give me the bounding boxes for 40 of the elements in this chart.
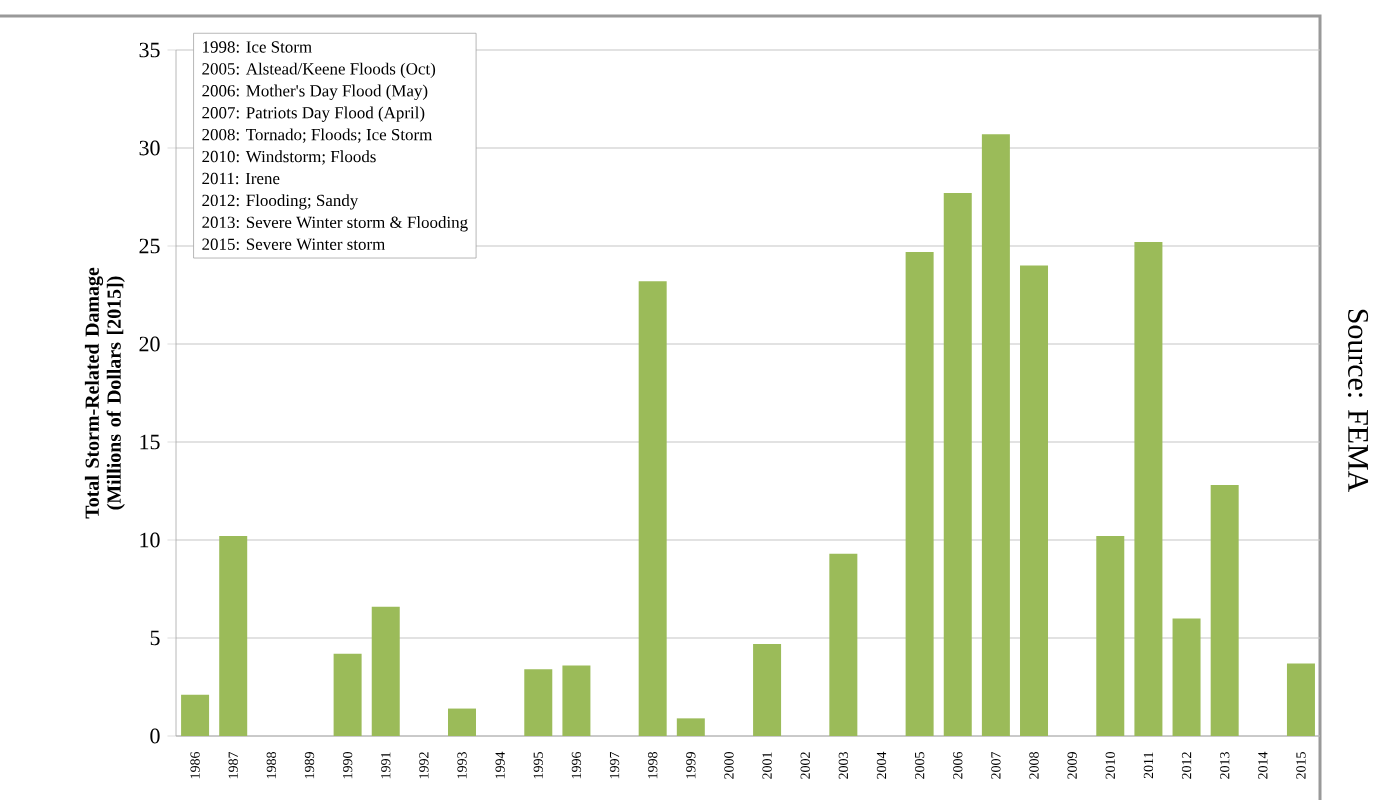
annotation: 2012: Flooding; Sandy xyxy=(202,194,359,210)
annotation: 2008: Tornado; Floods; Ice Storm xyxy=(202,128,433,143)
bar xyxy=(981,134,1010,736)
annotation: 2007: Patriots Day Flood (April) xyxy=(202,106,425,122)
y-tick-label: 15 xyxy=(140,434,160,450)
bar xyxy=(1020,265,1049,736)
bar xyxy=(219,536,248,736)
y-tick-label: 10 xyxy=(140,532,160,548)
annotation: 2005: Alstead/Keene Floods (Oct) xyxy=(202,62,436,79)
bar xyxy=(1172,618,1201,736)
y-tick-label: 20 xyxy=(139,336,160,352)
bar xyxy=(943,193,972,736)
annotation: 2006: Mother's Day Flood (May) xyxy=(202,84,428,100)
source-note: Source: FEMA xyxy=(1347,309,1369,492)
bar xyxy=(1134,242,1163,736)
bar xyxy=(676,718,705,736)
y-axis-title: Total Storm-Related Damage (Millions of Dollars [2015]) xyxy=(84,267,125,519)
annotation: 2015: Severe Winter storm xyxy=(202,238,386,251)
bar xyxy=(638,281,667,736)
y-tick-label: 35 xyxy=(139,42,160,58)
bar xyxy=(181,694,210,736)
y-tick-label: 25 xyxy=(139,238,160,254)
bar xyxy=(905,251,934,736)
bar xyxy=(753,643,782,736)
bar xyxy=(1210,485,1239,736)
annotation: 2011: Irene xyxy=(202,172,280,185)
bar xyxy=(333,653,362,736)
bar xyxy=(829,553,858,736)
y-tick-label: 0 xyxy=(150,728,160,744)
bar xyxy=(1286,663,1315,736)
annotation: 2013: Severe Winter storm & Flooding xyxy=(202,216,468,232)
annotation: 1998: Ice Storm xyxy=(203,41,312,53)
bar xyxy=(371,606,400,736)
bar xyxy=(1096,536,1125,736)
y-tick-label: 30 xyxy=(139,140,160,156)
annotation: 2010: Windstorm; Floods xyxy=(202,150,376,165)
bar xyxy=(448,708,477,736)
y-tick-label: 5 xyxy=(150,630,160,646)
bar xyxy=(524,669,553,736)
bar xyxy=(562,665,591,736)
